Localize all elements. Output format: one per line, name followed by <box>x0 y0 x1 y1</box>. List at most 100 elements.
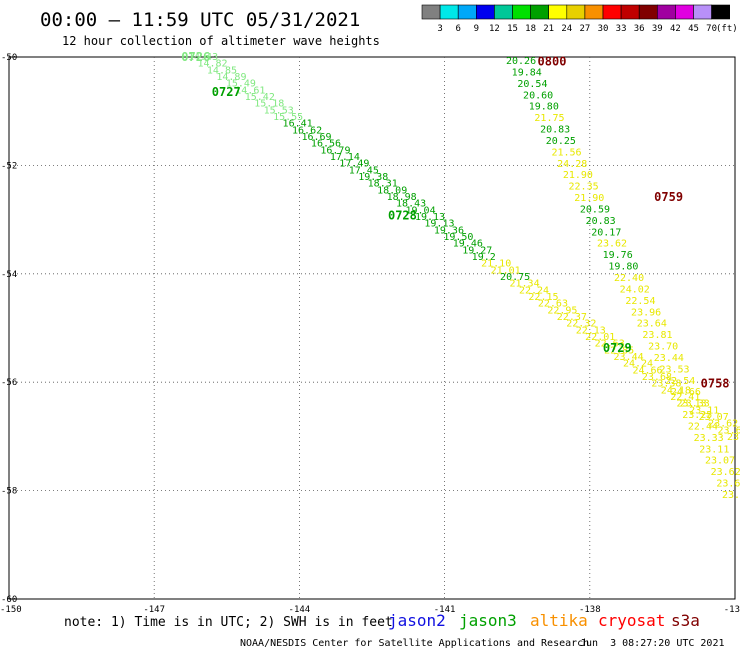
wave-height-value: 23.81 <box>642 330 672 341</box>
wave-height-value: 23.52 <box>727 432 740 443</box>
wave-height-value: 23.62 <box>597 239 627 250</box>
longitude-tick-label: -144 <box>289 605 311 615</box>
pass-time-label: 0758 <box>701 376 730 390</box>
longitude-tick-label: -138 <box>579 605 601 615</box>
wave-height-value: 22.15 <box>528 292 558 303</box>
wave-height-value: 18.31 <box>368 179 398 190</box>
wave-height-value: 21.75 <box>534 113 564 124</box>
wave-height-value: 22.41 <box>670 392 700 403</box>
wave-height-value: 17.45 <box>349 165 379 176</box>
legend-s3a: s3a <box>671 611 700 630</box>
wave-height-value: 23.60 <box>718 425 740 436</box>
wave-height-value: 19.27 <box>462 245 492 256</box>
wave-height-value: 23.44 <box>614 352 644 363</box>
colorbar-label: 70 <box>706 24 717 34</box>
colorbar-swatch <box>693 4 712 20</box>
wave-height-value: 20.25 <box>546 136 576 147</box>
map-frame <box>8 56 736 600</box>
wave-height-value: 16.79 <box>320 145 350 156</box>
colorbar-swatch <box>675 4 694 20</box>
wave-height-value: 22.63 <box>538 299 568 310</box>
colorbar-swatch <box>656 4 676 20</box>
footer-note: note: 1) Time is in UTC; 2) SWH is in fe… <box>64 615 393 630</box>
wave-height-value: 21.56 <box>551 147 581 158</box>
colorbar-swatch <box>439 4 459 20</box>
wave-height-value: 21.10 <box>481 259 511 270</box>
wave-height-value: 22.32 <box>566 319 596 330</box>
wave-height-value: 24.66 <box>632 365 662 376</box>
wave-height-value: 19.36 <box>434 225 464 236</box>
colorbar-swatch <box>475 4 495 20</box>
pass-time-label: 0728 <box>388 208 417 222</box>
wave-height-value: 19.50 <box>443 232 473 243</box>
latitude-tick-label: -58 <box>1 487 17 497</box>
colorbar-swatch <box>512 4 531 20</box>
colorbar-label: 18 <box>525 24 536 34</box>
wave-track-east: 20.2619.8420.5420.6019.8021.7520.8320.25… <box>506 56 740 501</box>
wave-height-value: 24.28 <box>557 159 587 170</box>
wave-height-value: 23.53 <box>659 364 689 375</box>
wave-height-value: 23.62 <box>708 419 738 430</box>
wave-height-value: 23.07 <box>705 456 735 467</box>
latitude-tick-labels: -50 -52 -54 -56 -58 -60 <box>1 53 17 605</box>
wave-height-value: 22.24 <box>519 285 549 296</box>
footer-credit: NOAA/NESDIS Center for Satellite Applica… <box>240 638 589 649</box>
colorbar-label: 45 <box>688 24 699 34</box>
wave-height-value: 16.62 <box>292 125 322 136</box>
wave-height-value: 14.85 <box>207 65 237 76</box>
wave-height-value: 15.18 <box>254 99 284 110</box>
wave-height-value: 19.76 <box>603 250 633 261</box>
wave-height-colorbar: 3 6 9 12 15 18 21 24 27 30 33 36 39 42 45 70 <box>421 4 730 34</box>
wave-track-west: 14.4314.8214.8514.8915.4914.6115.4215.18… <box>188 52 740 443</box>
wave-height-value: 23.70 <box>648 342 678 353</box>
wave-height-value: 21.34 <box>510 279 540 290</box>
pass-time-label: 0729 <box>603 341 632 355</box>
wave-height-value: 14.89 <box>216 72 246 83</box>
colorbar-label: 15 <box>507 24 518 34</box>
wave-height-value: 23.5 <box>722 490 740 501</box>
longitude-tick-label: -141 <box>434 605 456 615</box>
wave-height-value: 23.60 <box>716 479 740 490</box>
wave-height-value: 21.90 <box>574 193 604 204</box>
wave-height-value: 19.13 <box>415 212 445 223</box>
wave-height-value: 23.62 <box>711 467 740 478</box>
wave-height-value: 23.44 <box>654 353 684 364</box>
wave-height-value: 20.54 <box>517 79 547 90</box>
wave-height-value: 15.55 <box>273 112 303 123</box>
page-title: 00:00 – 11:59 UTC 05/31/2021 <box>40 9 360 31</box>
wave-height-value: 22.63 <box>595 339 625 350</box>
wave-height-value: 16.69 <box>301 132 331 143</box>
footer-timestamp: Jun 3 08:27:20 UTC 2021 <box>580 638 725 649</box>
colorbar-swatch <box>421 4 441 20</box>
wave-height-value: 19.80 <box>529 102 559 113</box>
wave-height-value: 22.40 <box>614 273 644 284</box>
latitude-tick-label: -56 <box>1 378 17 388</box>
longitude-tick-labels: -150 -147 -144 -141 -138 -13 <box>0 605 740 615</box>
wave-height-value: 24.02 <box>620 284 650 295</box>
colorbar-unit: (ft) <box>716 24 738 34</box>
wave-height-value: 23.33 <box>680 399 710 410</box>
wave-height-value: 19.2 <box>472 252 496 263</box>
wave-height-value: 17.14 <box>330 152 360 163</box>
wave-height-value: 19.84 <box>512 67 542 78</box>
wave-height-value: 23.96 <box>631 307 661 318</box>
wave-height-value: 22.95 <box>547 305 577 316</box>
legend-jason2: jason2 <box>388 611 446 630</box>
wave-height-value: 20.26 <box>506 56 536 67</box>
colorbar-label: 42 <box>670 24 681 34</box>
wave-height-value: 19.04 <box>405 205 435 216</box>
colorbar-swatch <box>457 4 477 20</box>
latitude-tick-label: -50 <box>1 53 17 63</box>
wave-height-value: 14.82 <box>197 59 227 70</box>
colorbar-swatch <box>638 4 658 20</box>
wave-height-value: 19.46 <box>453 239 483 250</box>
latitude-tick-label: -54 <box>1 270 17 280</box>
legend-cryosat: cryosat <box>598 611 665 630</box>
colorbar-label: 39 <box>652 24 663 34</box>
colorbar-swatch <box>711 4 730 20</box>
colorbar-label: 21 <box>543 24 554 34</box>
longitude-tick-label: -147 <box>143 605 165 615</box>
latitude-tick-label: -60 <box>1 595 17 605</box>
